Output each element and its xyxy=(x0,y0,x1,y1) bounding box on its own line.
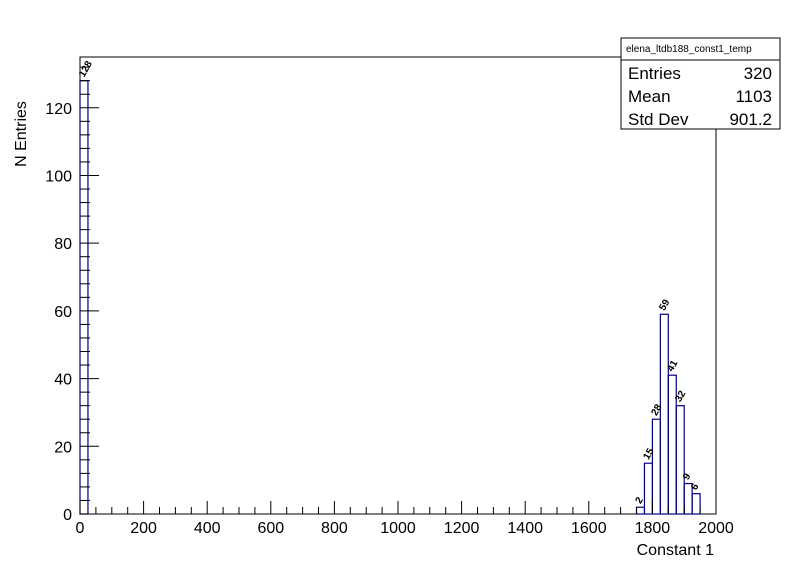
y-tick-label-6: 120 xyxy=(45,101,72,118)
histogram-bin-6 xyxy=(675,405,685,515)
histogram-bin-1 xyxy=(635,506,646,515)
bin-label-5: 41 xyxy=(665,358,680,374)
stats-stddev-label: Std Dev xyxy=(628,110,689,129)
x-tick-label-10: 2000 xyxy=(698,520,734,537)
stats-mean-value: 1103 xyxy=(735,87,772,106)
bin-label-4: 59 xyxy=(657,297,672,313)
stats-box-border xyxy=(620,37,781,130)
y-tick-label-0: 0 xyxy=(63,507,72,524)
stats-entries-value: 320 xyxy=(744,64,772,83)
x-tick-label-4: 800 xyxy=(321,520,348,537)
y-tick-label-2: 40 xyxy=(54,372,72,389)
bin-label-6: 32 xyxy=(673,389,688,405)
histogram-bin-8 xyxy=(691,493,701,515)
x-tick-label-2: 400 xyxy=(194,520,221,537)
stats-entries-label: Entries xyxy=(628,64,681,83)
x-tick-label-3: 600 xyxy=(257,520,284,537)
y-tick-label-1: 20 xyxy=(54,439,72,456)
y-tick-label-4: 80 xyxy=(54,236,72,253)
stats-title: elena_ltdb188_const1_temp xyxy=(626,44,752,55)
bin-label-2: 15 xyxy=(641,446,656,462)
x-tick-label-5: 1000 xyxy=(380,520,416,537)
stats-stddev-value: 901.2 xyxy=(729,110,772,129)
x-tick-label-1: 200 xyxy=(130,520,157,537)
bin-label-1: 2 xyxy=(634,495,647,506)
x-tick-label-0: 0 xyxy=(76,520,85,537)
histogram-bin-2 xyxy=(643,462,654,515)
bin-label-8: 6 xyxy=(689,481,702,492)
histogram-series xyxy=(79,80,701,515)
x-axis-title: Constant 1 xyxy=(637,542,714,559)
y-tick-label-3: 60 xyxy=(54,304,72,321)
x-tick-label-9: 1800 xyxy=(635,520,671,537)
stats-mean-label: Mean xyxy=(628,87,671,106)
bin-label-7: 9 xyxy=(681,471,694,482)
histogram-bin-4 xyxy=(659,313,669,515)
y-tick-label-5: 100 xyxy=(45,168,72,185)
bin-label-3: 28 xyxy=(649,402,664,418)
x-tick-label-8: 1600 xyxy=(571,520,607,537)
stats-box: elena_ltdb188_const1_temp Entries 320 Me… xyxy=(620,37,781,130)
histogram-bin-3 xyxy=(651,418,661,515)
y-axis-title: N Entries xyxy=(13,101,30,167)
x-tick-label-6: 1200 xyxy=(444,520,480,537)
x-tick-label-7: 1400 xyxy=(507,520,543,537)
